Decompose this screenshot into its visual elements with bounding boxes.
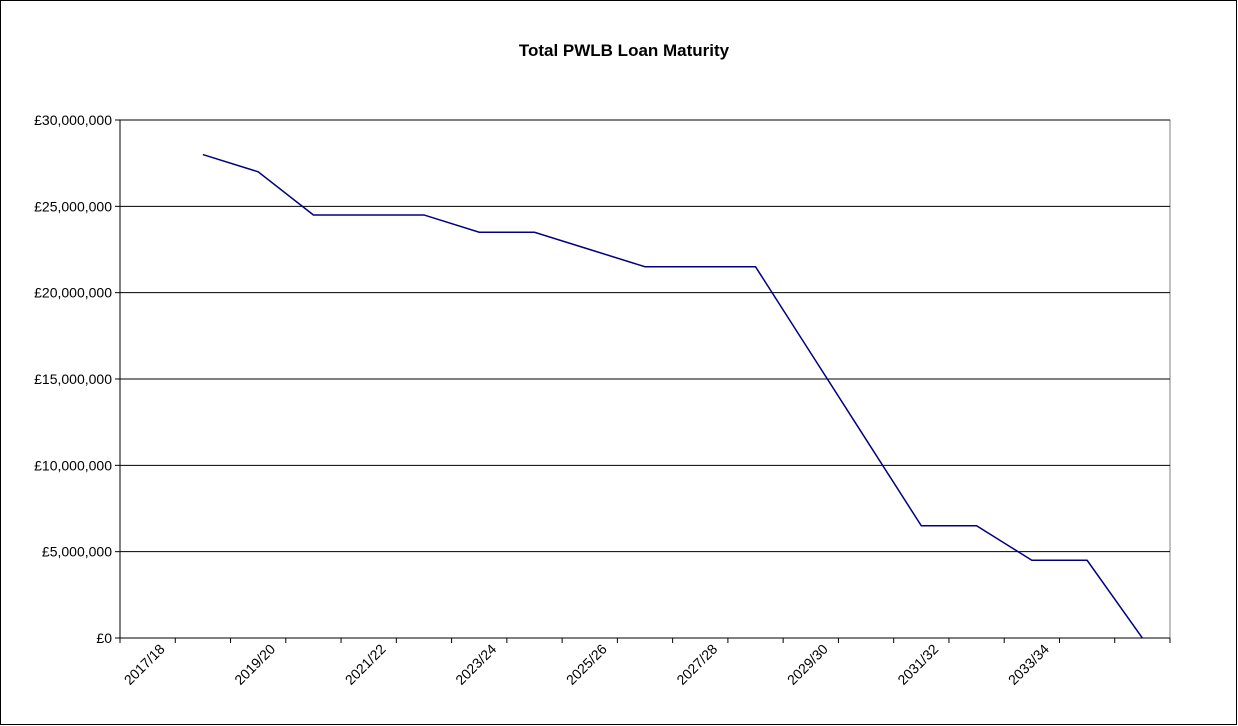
y-tick-label: £25,000,000	[34, 198, 112, 214]
y-tick-label: £5,000,000	[42, 544, 112, 560]
y-tick-label: £10,000,000	[34, 457, 112, 473]
y-tick-label: £0	[96, 630, 112, 646]
y-tick-label: £20,000,000	[34, 285, 112, 301]
y-tick-label: £30,000,000	[34, 112, 112, 128]
line-series	[202, 153, 1143, 639]
chart-title: Total PWLB Loan Maturity	[519, 41, 730, 60]
y-tick-label: £15,000,000	[34, 371, 112, 387]
